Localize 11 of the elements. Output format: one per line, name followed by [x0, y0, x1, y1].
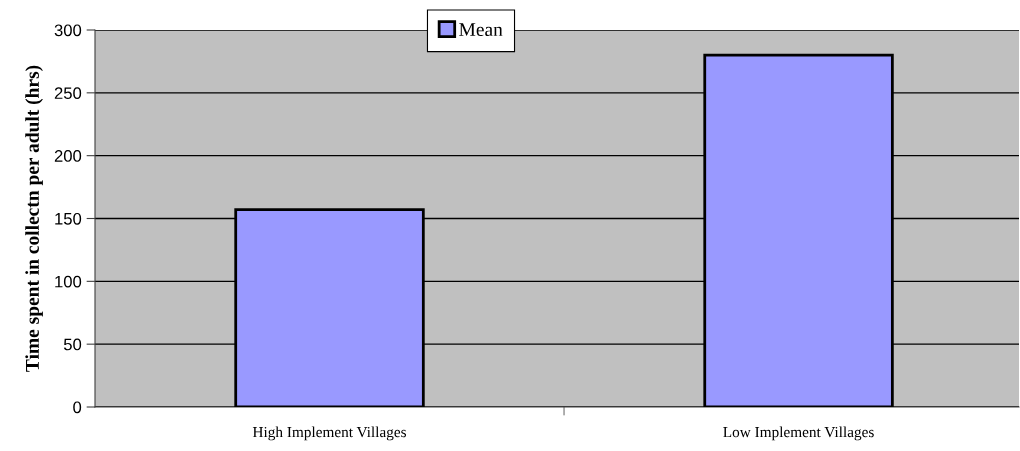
y-tick-label: 250 [54, 87, 82, 100]
y-tick-label: 0 [73, 401, 82, 414]
x-tick-label: Low Implement Villages [723, 426, 874, 441]
y-axis-title: Time spent in collectn per adult (hrs) [25, 65, 43, 372]
y-tick-label: 150 [55, 212, 82, 225]
y-tick-label: 200 [54, 150, 82, 162]
y-tick-label: 100 [55, 275, 82, 288]
legend-label: Mean [459, 23, 503, 37]
y-tick-label: 300 [54, 24, 82, 37]
y-tick-label: 50 [63, 338, 82, 351]
x-tick-label: High Implement Villages [252, 426, 407, 441]
